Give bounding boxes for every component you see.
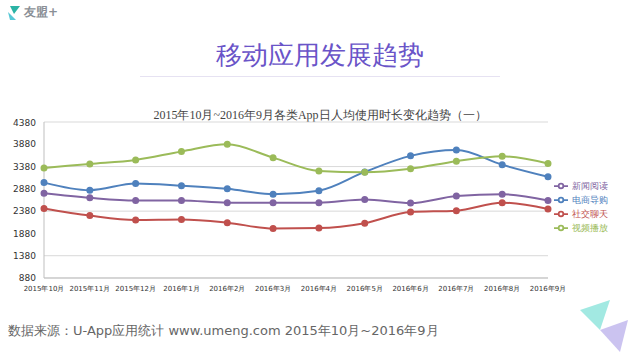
svg-text:2016年6月: 2016年6月 [392,285,428,293]
html-text:2015年10月~2016年9月各类App日人均使用时长变化: 2015年10月~2016年9月各类App日人均使用时长变化趋势（一） [153,108,487,122]
svg-text:2380: 2380 [13,206,36,216]
svg-text:2015年10月: 2015年10月 [24,285,65,293]
svg-text:2016年3月: 2016年3月 [255,285,291,293]
html-text:电商导购: 电商导购 [572,194,608,205]
svg-text:2016年4月: 2016年4月 [301,285,337,293]
html-text:数据来源：U-App应用统计 www.umeng.com 2: 数据来源：U-App应用统计 www.umeng.com 2015年10月~20… [8,323,439,338]
svg-text:2016年7月: 2016年7月 [438,285,474,293]
svg-text:1880: 1880 [13,229,36,239]
html-text:视频播放: 视频播放 [572,222,608,233]
svg-text:2016年5月: 2016年5月 [347,285,383,293]
html-text:新闻阅读: 新闻阅读 [572,180,608,191]
svg-text:2015年11月: 2015年11月 [69,285,110,293]
svg-text:2880: 2880 [13,184,36,194]
svg-text:2016年9月: 2016年9月 [530,285,566,293]
html-text:友盟+: 友盟+ [24,5,59,19]
html-text:移动应用发展趋势: 移动应用发展趋势 [216,40,424,70]
svg-text:3380: 3380 [13,162,36,172]
svg-text:880: 880 [19,273,36,283]
html-text:社交聊天: 社交聊天 [572,208,608,219]
svg-text:4380: 4380 [13,118,36,128]
svg-text:1380: 1380 [13,251,36,261]
svg-text:2016年8月: 2016年8月 [484,285,520,293]
svg-text:2016年2月: 2016年2月 [209,285,245,293]
svg-text:3880: 3880 [13,139,36,149]
svg-text:2015年12月: 2015年12月 [115,285,156,293]
svg-text:2016年1月: 2016年1月 [163,285,199,293]
